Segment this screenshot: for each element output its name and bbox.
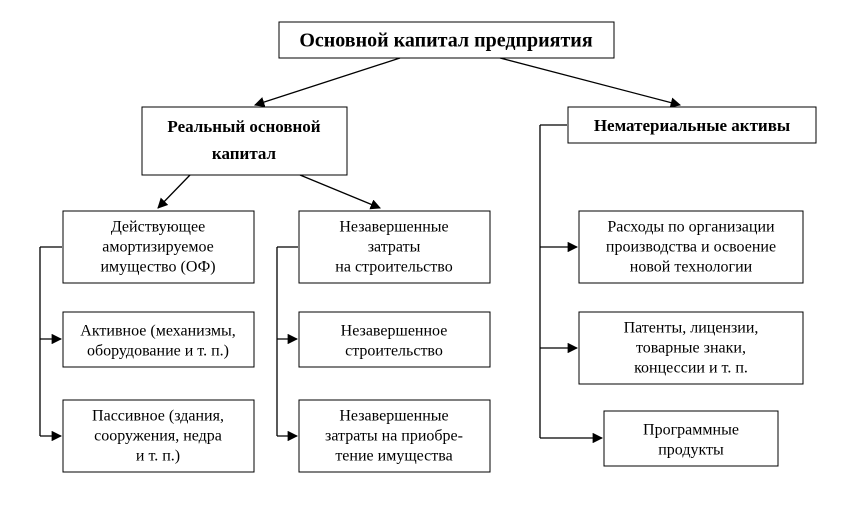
uc-l2: строительство (345, 343, 443, 360)
node-depreciable-l3: имущество (ОФ) (100, 259, 215, 276)
sw-l1: Программные (643, 422, 739, 439)
node-passive-l2: сооружения, недра (94, 428, 222, 445)
ucc-l1: Незавершенные (339, 219, 448, 236)
pat-l3: концессии и т. п. (634, 360, 748, 377)
pat-l1: Патенты, лицензии, (624, 320, 759, 337)
root-label: Основной капитал предприятия (299, 30, 592, 52)
uca-l1: Незавершенные (339, 408, 448, 425)
sw-l2: продукты (658, 442, 724, 459)
uca-l3: тение имущества (335, 448, 452, 465)
edge-real-leftcol (158, 175, 190, 208)
node-depreciable-l1: Действующее (111, 219, 205, 236)
edge-root-real (255, 58, 400, 105)
node-depreciable-l2: амортизируемое (102, 239, 214, 256)
ucc-l2: затраты (368, 239, 421, 256)
branch-intangible-label: Нематериальные активы (594, 116, 790, 135)
diagram-canvas: Основной капитал предприятия Реальный ос… (0, 0, 854, 515)
edge-real-midcol (300, 175, 380, 208)
org-l1: Расходы по организации (607, 219, 775, 236)
edge-root-intangible (500, 58, 680, 105)
node-passive-l3: и т. п.) (136, 448, 180, 465)
org-l3: новой технологии (630, 259, 753, 276)
node-active-l2: оборудование и т. п.) (87, 343, 229, 360)
branch-real-label-1: Реальный основной (167, 117, 320, 136)
node-active-l1: Активное (механизмы, (80, 323, 235, 340)
node-passive-l1: Пассивное (здания, (92, 408, 224, 425)
org-l2: производства и освоение (606, 239, 776, 256)
branch-real-label-2: капитал (212, 144, 277, 163)
uc-l1: Незавершенное (341, 323, 448, 340)
uca-l2: затраты на приобре- (325, 428, 463, 445)
pat-l2: товарные знаки, (636, 340, 746, 357)
ucc-l3: на строительство (335, 259, 452, 276)
